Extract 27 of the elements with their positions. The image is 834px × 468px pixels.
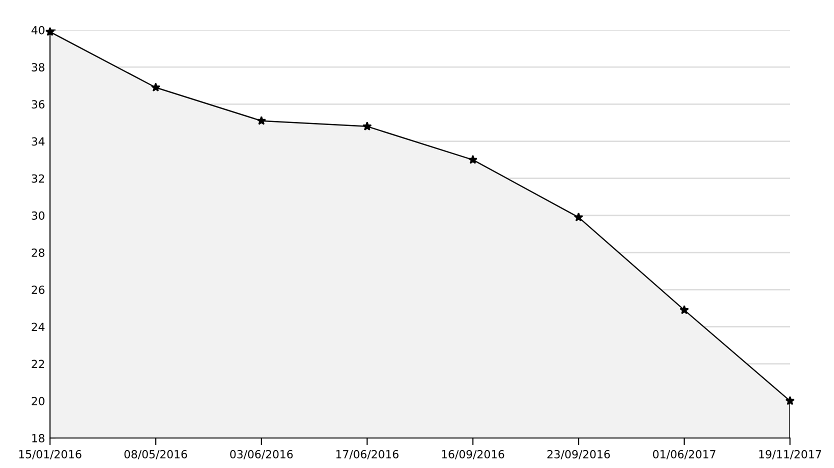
point <box>362 122 372 130</box>
x-tick-label: 19/11/2017 <box>759 450 822 460</box>
point <box>785 396 795 405</box>
y-tick-label: 24 <box>32 322 45 331</box>
y-tick-label: 20 <box>32 396 44 406</box>
x-tick-label: 03/06/2016 <box>230 450 293 460</box>
x-tick-label: 08/05/2016 <box>124 450 188 460</box>
y-tick-label: 40 <box>32 26 44 34</box>
x-tick-label: 01/06/2017 <box>652 450 716 460</box>
y-tick-label: 18 <box>32 434 44 442</box>
y-tick-label: 28 <box>32 248 44 257</box>
point <box>574 212 584 222</box>
point <box>468 154 478 164</box>
x-tick-label: 17/06/2016 <box>336 450 398 460</box>
y-tick-label: 32 <box>32 174 44 183</box>
y-tick-label: 26 <box>32 286 44 294</box>
point <box>151 82 160 92</box>
x-tick-label: 16/09/2016 <box>442 450 504 460</box>
y-tick-label: 30 <box>32 211 44 220</box>
y-tick-label: 22 <box>32 360 44 368</box>
x-tick-label: 15/01/2016 <box>19 450 82 460</box>
y-tick-label: 38 <box>32 63 44 72</box>
y-tick-label: 36 <box>32 100 44 109</box>
y-tick-label: 34 <box>32 137 45 146</box>
x-tick-label: 23/09/2016 <box>547 450 610 460</box>
point <box>680 305 689 314</box>
point <box>256 116 266 125</box>
